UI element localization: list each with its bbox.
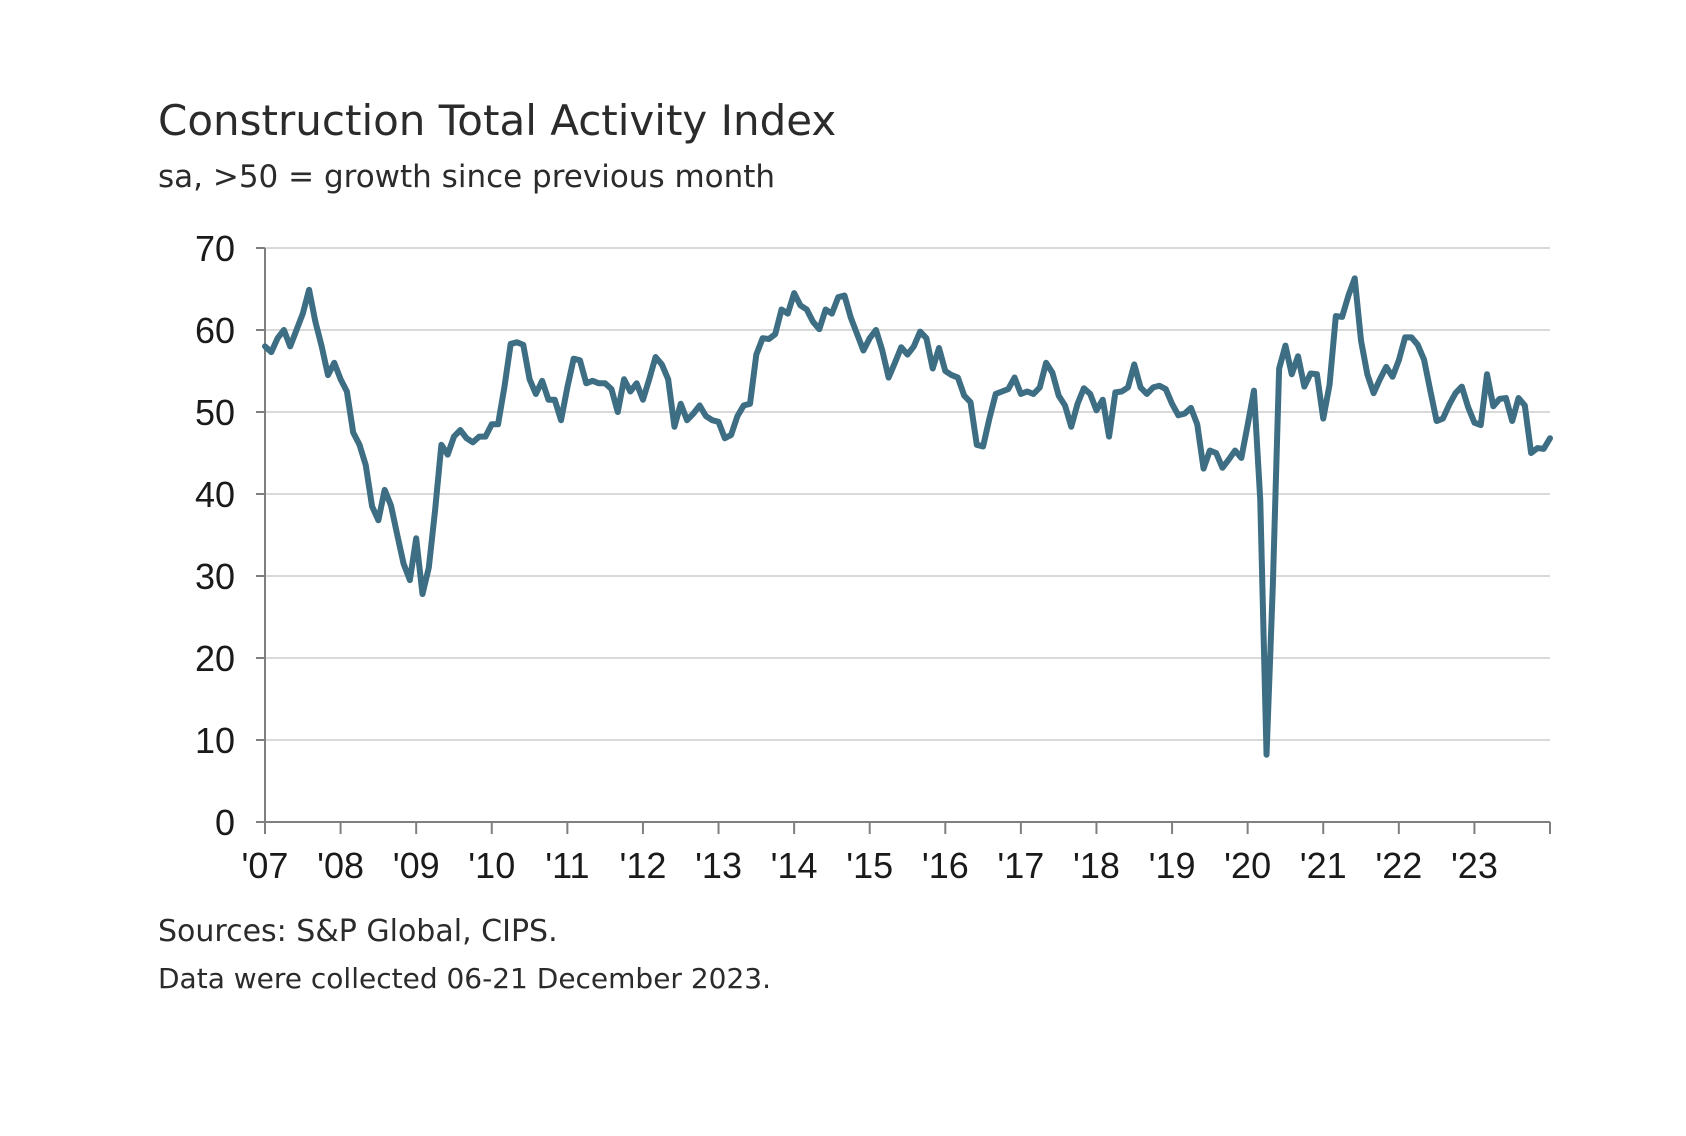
x-tick-label: '13 (695, 845, 742, 886)
x-tick-label: '14 (771, 845, 818, 886)
x-tick-label: '10 (468, 845, 515, 886)
y-tick-label: 40 (195, 474, 235, 515)
collection-note: Data were collected 06-21 December 2023. (158, 962, 772, 995)
y-axis-tick-labels: 0 10 20 30 40 50 60 70 (195, 228, 235, 843)
x-tick-label: '20 (1224, 845, 1271, 886)
x-tick-label: '17 (997, 845, 1044, 886)
series-line (262, 275, 1553, 758)
y-tick-label: 50 (195, 392, 235, 433)
x-tick-label: '21 (1300, 845, 1347, 886)
y-tick-label: 20 (195, 638, 235, 679)
x-tick-label: '11 (545, 845, 589, 886)
y-tick-label: 70 (195, 228, 235, 269)
chart-title: Construction Total Activity Index (158, 96, 837, 145)
axes (256, 247, 1551, 834)
x-tick-label: '15 (846, 845, 893, 886)
chart-subtitle: sa, >50 = growth since previous month (158, 159, 776, 195)
x-tick-label: '18 (1073, 845, 1120, 886)
x-tick-label: '23 (1451, 845, 1498, 886)
y-tick-label: 10 (195, 720, 235, 761)
x-tick-label: '19 (1149, 845, 1196, 886)
x-tick-label: '16 (922, 845, 969, 886)
y-tick-label: 0 (215, 802, 235, 843)
x-tick-label: '22 (1375, 845, 1422, 886)
y-tick-label: 60 (195, 310, 235, 351)
sources-note: Sources: S&P Global, CIPS. (158, 914, 558, 949)
x-axis-tick-labels: '07 '08 '09 '10 '11 '12 '13 '14 '15 '16 '17 '18 '19 '… (242, 845, 1498, 886)
x-tick-label: '08 (317, 845, 364, 886)
x-tick-label: '12 (619, 845, 666, 886)
x-tick-label: '07 (242, 845, 289, 886)
x-tick-label: '09 (393, 845, 440, 886)
y-tick-label: 30 (195, 556, 235, 597)
series-group (262, 275, 1553, 758)
